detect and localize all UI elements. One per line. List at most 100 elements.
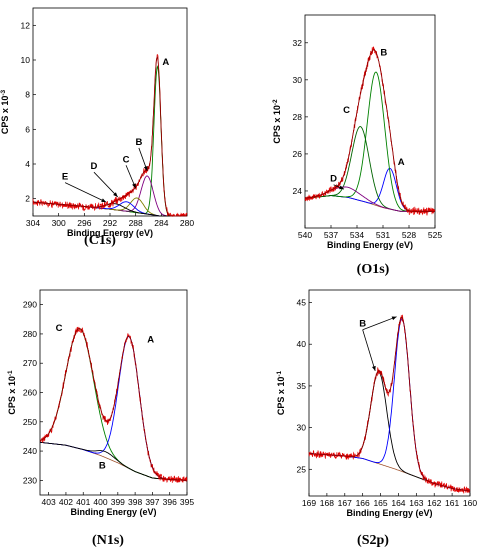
y-tick-label: 30 <box>293 75 303 85</box>
peak-label: A <box>147 335 154 346</box>
panel-caption: (O1s) <box>357 262 390 277</box>
fitted-envelope <box>304 49 435 212</box>
component-peak-B <box>304 71 435 212</box>
peak-label: E <box>62 172 68 183</box>
y-tick-label: 24 <box>293 186 303 196</box>
x-tick-label: 402 <box>59 497 73 507</box>
fitted-envelope <box>309 316 471 492</box>
panel-caption: (N1s) <box>92 533 124 548</box>
peak-label: A <box>162 57 169 68</box>
x-tick-label: 296 <box>77 218 91 228</box>
peak-arrow-head <box>143 165 148 171</box>
component-peak-A <box>304 167 435 212</box>
peak-arrow <box>64 182 107 203</box>
x-tick-label: 525 <box>428 230 442 240</box>
raw-spectrum <box>39 326 188 483</box>
x-tick-label: 162 <box>427 498 441 508</box>
x-tick-label: 300 <box>52 218 66 228</box>
y-tick-label: 250 <box>23 417 37 427</box>
background-baseline <box>40 441 188 481</box>
y-axis-exponent: -1 <box>276 370 283 376</box>
y-tick-label: 270 <box>23 358 37 368</box>
component-peak-C <box>39 328 188 481</box>
x-axis-label: Binding Energy (eV) <box>327 240 413 250</box>
peak-arrow <box>362 329 376 372</box>
peak-arrow <box>93 171 118 198</box>
peak-label: D <box>330 174 337 185</box>
x-tick-label: 528 <box>402 230 416 240</box>
y-tick-label: 230 <box>23 475 37 485</box>
peak-label: A <box>398 157 405 168</box>
x-tick-label: 169 <box>302 498 316 508</box>
y-tick-label: 28 <box>293 112 303 122</box>
x-tick-label: 403 <box>42 497 56 507</box>
y-tick-label: 6 <box>25 124 30 134</box>
peak-label: C <box>123 154 130 165</box>
y-axis-exponent: -1 <box>7 370 14 376</box>
plot-frame <box>308 289 471 497</box>
x-tick-label: 164 <box>391 498 405 508</box>
y-axis-exponent: -3 <box>0 89 7 95</box>
x-tick-label: 168 <box>320 498 334 508</box>
x-tick-label: 161 <box>445 498 459 508</box>
x-axis-label: Binding Energy (eV) <box>67 228 153 238</box>
y-axis-label: CPS x 10-2 <box>272 99 283 144</box>
y-tick-label: 240 <box>23 446 37 456</box>
peak-label: B <box>359 319 366 330</box>
x-tick-label: 304 <box>26 218 40 228</box>
component-peak-A <box>32 65 187 217</box>
y-tick-label: 10 <box>21 55 31 65</box>
peak-arrow-head <box>132 183 136 189</box>
raw-spectrum <box>308 314 471 494</box>
y-tick-label: 40 <box>297 339 307 349</box>
x-tick-label: 534 <box>350 230 364 240</box>
x-axis-label: Binding Energy (eV) <box>70 507 156 517</box>
peak-arrow <box>362 316 397 331</box>
x-tick-label: 396 <box>163 497 177 507</box>
x-tick-label: 167 <box>338 498 352 508</box>
y-tick-label: 280 <box>23 329 37 339</box>
x-tick-label: 292 <box>103 218 117 228</box>
peak-arrow-head <box>391 316 397 321</box>
peak-label: C <box>343 105 350 116</box>
y-axis-label: CPS x 10-1 <box>7 370 18 415</box>
x-tick-label: 397 <box>145 497 159 507</box>
panel-0: 304 300 296 292 288 284 280 2 4 6 8 10 12 Binding Ene… <box>0 7 194 248</box>
peak-arrow-head <box>339 185 344 190</box>
x-tick-label: 540 <box>298 230 312 240</box>
x-axis-label: Binding Energy (eV) <box>346 508 432 518</box>
y-axis-label: CPS x 10-1 <box>276 370 287 415</box>
peak-label: C <box>56 323 63 334</box>
raw-spectrum <box>304 46 436 216</box>
component-peak-C <box>304 126 435 212</box>
peak-arrow-head <box>101 198 107 203</box>
component-peak-D <box>304 186 435 212</box>
peak-label: B <box>380 48 387 59</box>
peak-label: B <box>135 137 142 148</box>
x-tick-label: 284 <box>154 218 168 228</box>
y-tick-label: 35 <box>297 381 307 391</box>
peak-arrow-head <box>113 192 118 197</box>
x-tick-label: 400 <box>93 497 107 507</box>
peak-label: B <box>99 461 106 472</box>
y-tick-label: 4 <box>25 159 30 169</box>
y-tick-label: 8 <box>25 90 30 100</box>
y-tick-label: 32 <box>293 38 303 48</box>
y-tick-label: 45 <box>297 298 307 308</box>
panel-caption: (C1s) <box>84 233 116 248</box>
panel-1: 540 537 534 531 528 525 24 26 28 30 32 Binding Ener… <box>272 14 442 277</box>
fitted-envelope <box>32 55 187 217</box>
panel-3: 169 168 167 166 165 164 163 162 161 160 25 30 35 40 45… <box>276 289 477 548</box>
fitted-envelope <box>39 328 188 481</box>
peak-arrow-head <box>371 365 376 371</box>
x-tick-label: 165 <box>373 498 387 508</box>
y-axis-label: CPS x 10-3 <box>0 89 10 134</box>
y-axis-exponent: -2 <box>272 99 279 105</box>
x-tick-label: 531 <box>376 230 390 240</box>
y-tick-label: 30 <box>297 423 307 433</box>
y-tick-label: 290 <box>23 300 37 310</box>
x-tick-label: 160 <box>463 498 477 508</box>
x-tick-label: 401 <box>76 497 90 507</box>
x-tick-label: 398 <box>128 497 142 507</box>
